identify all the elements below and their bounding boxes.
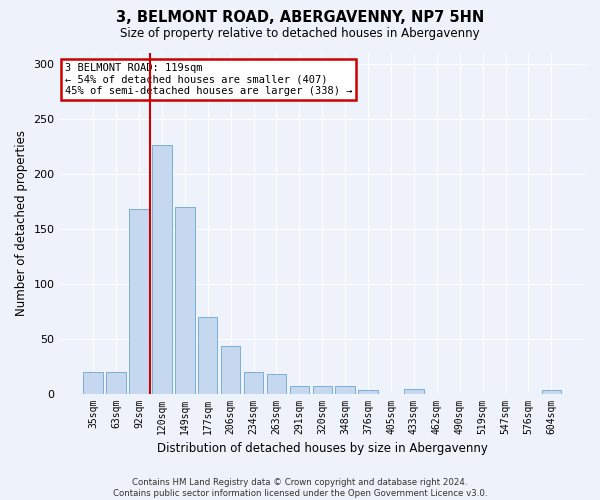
Text: Contains HM Land Registry data © Crown copyright and database right 2024.
Contai: Contains HM Land Registry data © Crown c… [113, 478, 487, 498]
Bar [290, 386, 309, 394]
Bar [244, 372, 263, 394]
Bar [198, 316, 217, 394]
Bar [313, 386, 332, 394]
Bar [152, 145, 172, 394]
Bar [404, 389, 424, 394]
Bar [106, 372, 126, 394]
Text: 3, BELMONT ROAD, ABERGAVENNY, NP7 5HN: 3, BELMONT ROAD, ABERGAVENNY, NP7 5HN [116, 10, 484, 25]
Bar [358, 390, 378, 394]
Bar [175, 206, 194, 394]
Y-axis label: Number of detached properties: Number of detached properties [15, 130, 28, 316]
X-axis label: Distribution of detached houses by size in Abergavenny: Distribution of detached houses by size … [157, 442, 488, 455]
Text: 3 BELMONT ROAD: 119sqm
← 54% of detached houses are smaller (407)
45% of semi-de: 3 BELMONT ROAD: 119sqm ← 54% of detached… [65, 62, 352, 96]
Bar [542, 390, 561, 394]
Bar [129, 208, 149, 394]
Bar [83, 372, 103, 394]
Bar [221, 346, 241, 394]
Bar [335, 386, 355, 394]
Bar [267, 374, 286, 394]
Text: Size of property relative to detached houses in Abergavenny: Size of property relative to detached ho… [120, 28, 480, 40]
